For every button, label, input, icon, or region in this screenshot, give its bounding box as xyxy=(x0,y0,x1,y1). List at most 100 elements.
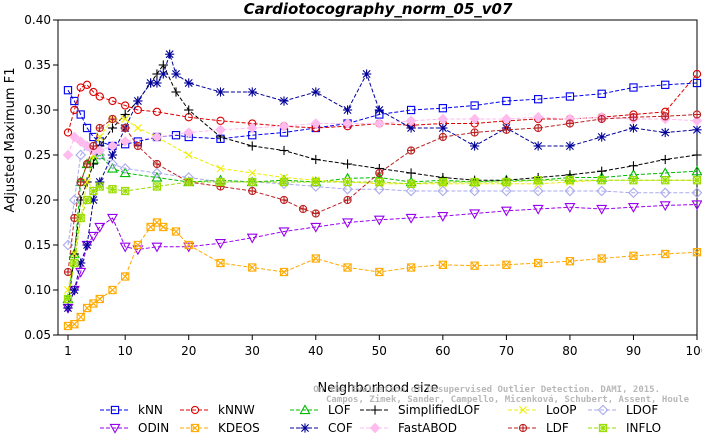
data-point-fastabod xyxy=(62,149,74,161)
data-point-inflo xyxy=(89,186,98,196)
data-point-ldf xyxy=(629,113,638,122)
x-tick-label: 60 xyxy=(435,344,450,358)
data-point-ldof xyxy=(532,185,544,197)
data-point-cof xyxy=(311,87,321,97)
data-point-knnw xyxy=(133,105,143,115)
legend-marker xyxy=(598,423,608,433)
data-point-ldf xyxy=(661,112,670,121)
data-point-knn xyxy=(76,110,85,119)
data-point-fastabod xyxy=(501,113,512,125)
data-point-cof xyxy=(215,87,226,97)
data-point-kdeos xyxy=(661,249,670,259)
data-point-ldof xyxy=(75,149,87,161)
legend-marker xyxy=(300,423,310,433)
data-point-lof xyxy=(94,149,106,160)
data-point-ldof xyxy=(596,185,608,197)
data-point-odin xyxy=(405,213,417,224)
data-point-odin xyxy=(437,212,449,222)
legend-item-odin: ODIN xyxy=(100,421,169,434)
data-point-knn xyxy=(82,123,92,133)
data-point-knnw xyxy=(108,96,117,106)
y-tick-label: 0.30 xyxy=(24,103,51,117)
data-point-knn xyxy=(534,95,543,104)
data-point-cof xyxy=(470,141,480,151)
data-point-knnw xyxy=(82,80,92,89)
data-point-knn xyxy=(63,86,73,95)
data-point-knn xyxy=(70,96,79,106)
data-point-knnw xyxy=(89,87,98,97)
series-line-odin xyxy=(67,204,698,309)
data-point-inflo xyxy=(248,177,257,187)
data-point-odin xyxy=(659,201,671,212)
data-point-ldf xyxy=(298,204,308,214)
legend-item-ldof: LDOF xyxy=(588,403,658,417)
data-point-simplifiedlof xyxy=(279,145,289,156)
data-point-odin xyxy=(246,233,258,244)
data-point-cof xyxy=(184,78,194,88)
data-point-knn xyxy=(565,92,575,101)
data-point-fastabod xyxy=(215,124,226,136)
data-point-inflo xyxy=(279,177,289,187)
data-point-knn xyxy=(597,89,606,98)
data-point-ldf xyxy=(152,159,162,169)
legend-label: kNN xyxy=(138,403,163,417)
data-point-inflo xyxy=(629,176,638,185)
data-point-fastabod xyxy=(278,120,290,132)
data-point-loop xyxy=(83,178,92,186)
data-point-lof xyxy=(106,162,119,173)
data-point-ldf xyxy=(133,141,143,151)
data-point-kdeos xyxy=(133,240,143,250)
data-point-cof xyxy=(69,285,79,295)
data-point-knn xyxy=(406,105,416,115)
data-point-cof xyxy=(374,105,384,115)
legend-item-cof: COF xyxy=(290,421,353,434)
data-point-inflo xyxy=(502,177,511,187)
data-point-simplifiedlof xyxy=(311,154,321,165)
series-odin xyxy=(62,200,702,314)
data-point-ldf xyxy=(248,186,257,196)
data-point-ldf xyxy=(279,195,289,205)
data-point-kdeos xyxy=(470,261,479,270)
data-point-kdeos xyxy=(159,222,168,232)
data-point-fastabod xyxy=(691,115,702,127)
data-point-loop xyxy=(248,169,257,177)
data-point-odin xyxy=(627,203,640,213)
data-point-kdeos xyxy=(216,258,225,268)
data-point-cof xyxy=(145,78,156,88)
x-tick-label: 100 xyxy=(686,344,702,358)
x-tick-label: 50 xyxy=(372,344,387,358)
data-point-inflo xyxy=(375,177,384,187)
data-point-inflo xyxy=(76,213,85,223)
data-point-lof xyxy=(119,167,131,178)
data-point-ldf xyxy=(121,123,130,133)
data-point-kdeos xyxy=(438,260,448,269)
data-point-fastabod xyxy=(374,118,385,129)
data-point-simplifiedlof xyxy=(406,168,416,178)
data-point-fastabod xyxy=(405,115,417,127)
data-point-kdeos xyxy=(95,294,104,304)
legend-label: KDEOS xyxy=(218,421,260,434)
data-point-knnw xyxy=(70,105,79,115)
x-tick-label: 1 xyxy=(64,344,72,358)
data-point-cof xyxy=(63,303,73,313)
data-point-knnw xyxy=(121,101,130,110)
legend-marker xyxy=(190,405,200,415)
data-point-ldof xyxy=(342,183,353,195)
legend-label: LoOP xyxy=(546,403,577,417)
data-point-ldof xyxy=(628,187,639,199)
data-point-loop xyxy=(133,124,142,132)
data-point-cof xyxy=(82,240,92,250)
data-point-inflo xyxy=(470,177,479,187)
data-point-inflo xyxy=(343,177,352,187)
series-line-loop xyxy=(67,118,697,291)
data-point-ldf xyxy=(82,159,92,169)
data-point-fastabod xyxy=(469,113,480,125)
data-point-kdeos xyxy=(184,240,193,250)
data-point-knnw xyxy=(692,69,702,79)
x-axis-label: Neighborhood size xyxy=(318,381,439,396)
data-point-loop xyxy=(121,115,130,123)
x-tick-label: 90 xyxy=(626,344,641,358)
data-point-knn xyxy=(629,83,638,92)
data-point-knnw xyxy=(216,116,225,125)
